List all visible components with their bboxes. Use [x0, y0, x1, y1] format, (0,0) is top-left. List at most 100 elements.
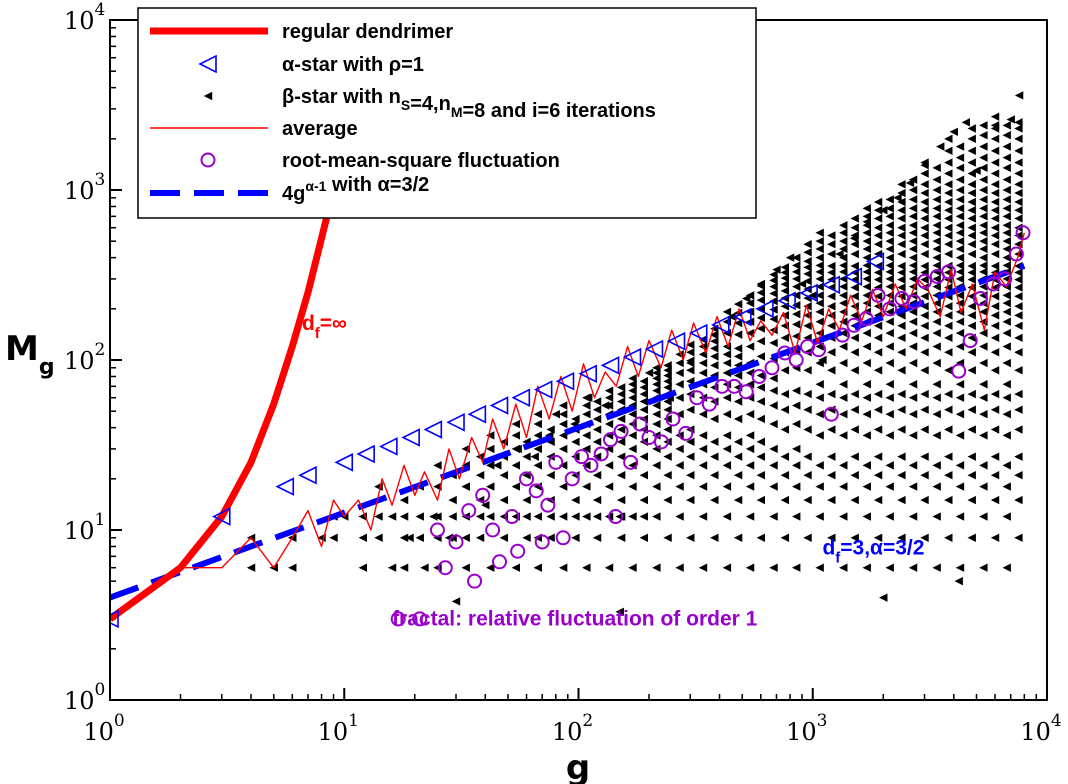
- beta-star-marker: [979, 163, 988, 173]
- beta-star-marker: [727, 312, 736, 321]
- beta-star-marker: [932, 512, 941, 521]
- beta-star-marker: [686, 340, 695, 349]
- beta-star-marker: [955, 380, 965, 389]
- beta-star-marker: [797, 279, 807, 289]
- beta-star-marker: [990, 249, 1000, 259]
- beta-star-marker: [745, 444, 755, 454]
- beta-star-marker: [827, 231, 836, 240]
- beta-star-marker: [558, 563, 568, 572]
- beta-star-marker: [1014, 283, 1023, 292]
- beta-star-marker: [920, 348, 929, 357]
- beta-star-marker: [850, 471, 859, 480]
- x-tick-label-base: 10: [786, 718, 817, 746]
- beta-star-marker: [955, 261, 965, 270]
- legend: regular dendrimer α-star with ρ=1 β-star w…: [137, 7, 757, 219]
- beta-star-marker: [803, 276, 812, 286]
- beta-star-marker: [451, 597, 461, 606]
- beta-star-marker: [897, 292, 906, 301]
- annotation-df-3-sub: f: [835, 549, 841, 566]
- beta-star-marker: [885, 380, 894, 389]
- alpha-star-marker: [275, 477, 295, 496]
- beta-star-marker: [932, 274, 941, 284]
- beta-star-marker: [885, 253, 894, 262]
- beta-star-marker: [1014, 302, 1023, 311]
- beta-star-marker: [583, 393, 593, 402]
- beta-star-marker: [920, 231, 929, 240]
- beta-star-marker: [990, 425, 1000, 434]
- beta-star-marker: [675, 482, 684, 491]
- beta-star-marker: [358, 533, 367, 542]
- alpha-star-marker: [298, 465, 317, 485]
- beta-star-marker: [387, 563, 397, 572]
- beta-star-marker: [955, 267, 965, 277]
- legend-entry-average: average: [150, 118, 358, 140]
- beta-star-marker: [780, 425, 790, 434]
- y-tick-label-base: 10: [64, 347, 95, 375]
- beta-star-marker: [1014, 533, 1023, 542]
- beta-star-marker: [932, 461, 941, 470]
- beta-star-marker: [885, 512, 894, 521]
- beta-star-marker: [932, 342, 941, 351]
- beta-star-marker: [616, 533, 626, 542]
- beta-star-marker: [944, 471, 953, 480]
- beta-star-marker: [955, 244, 965, 254]
- alpha-star-marker: [489, 396, 509, 415]
- beta-star-marker: [990, 158, 1000, 167]
- beta-star-marker: [780, 452, 790, 461]
- beta-star-marker: [522, 452, 531, 461]
- beta-star-marker: [955, 163, 965, 173]
- beta-star-marker: [652, 419, 661, 429]
- beta-star-marker: [967, 275, 976, 284]
- beta-star-marker: [756, 397, 765, 406]
- rms-marker: [823, 406, 839, 422]
- beta-star-marker: [862, 431, 871, 440]
- beta-star-marker: [733, 318, 743, 328]
- beta-star-marker: [862, 212, 871, 221]
- beta-star-marker: [722, 512, 732, 521]
- beta-star-marker: [932, 393, 941, 402]
- beta-star-marker: [698, 461, 708, 470]
- beta-star-marker: [1002, 163, 1011, 173]
- beta-star-marker: [533, 512, 542, 521]
- beta-star-marker: [862, 244, 871, 254]
- beta-star-marker: [967, 146, 976, 156]
- alpha-star-marker: [755, 299, 774, 319]
- beta-star-marker: [955, 212, 965, 221]
- beta-star-marker: [399, 512, 409, 521]
- legend-entry-beta_star: β-star with nS=4,nM=8 and i=6 iterations: [203, 86, 656, 122]
- beta-star-marker: [652, 409, 661, 419]
- beta-star-marker: [792, 386, 801, 395]
- beta-star-marker: [955, 563, 965, 572]
- beta-star-marker: [815, 236, 824, 246]
- beta-star-marker: [1002, 482, 1011, 491]
- annotation-df-3: df=3,α=3/2: [822, 536, 924, 566]
- beta-star-marker: [374, 533, 383, 542]
- alpha-star-marker: [401, 428, 420, 447]
- beta-star-marker: [990, 311, 1000, 320]
- beta-star-marker: [920, 292, 929, 301]
- beta-star-marker: [486, 482, 495, 491]
- beta-star-marker: [1014, 425, 1023, 434]
- rms-marker: [485, 522, 501, 538]
- beta-star-marker: [1002, 342, 1011, 351]
- beta-star-marker: [663, 495, 672, 505]
- beta-star-marker: [920, 197, 929, 207]
- beta-star-marker: [897, 471, 906, 480]
- alpha-star-marker: [110, 609, 119, 629]
- beta-star-marker: [698, 444, 708, 454]
- beta-star-marker: [885, 244, 894, 254]
- beta-star-marker: [920, 223, 929, 232]
- rms-marker: [997, 271, 1013, 287]
- beta-star-marker: [1002, 221, 1011, 230]
- beta-star-marker: [920, 366, 929, 375]
- beta-star-marker: [908, 228, 918, 238]
- beta-star-marker: [862, 261, 871, 270]
- beta-star-marker: [979, 185, 988, 195]
- beta-star-marker: [663, 471, 672, 480]
- beta-star-marker: [897, 231, 906, 240]
- beta-star-marker: [839, 409, 848, 419]
- beta-star-marker: [873, 533, 883, 542]
- beta-star-marker: [1014, 321, 1023, 330]
- beta-star-marker: [920, 495, 929, 505]
- alpha-star-marker: [733, 307, 752, 327]
